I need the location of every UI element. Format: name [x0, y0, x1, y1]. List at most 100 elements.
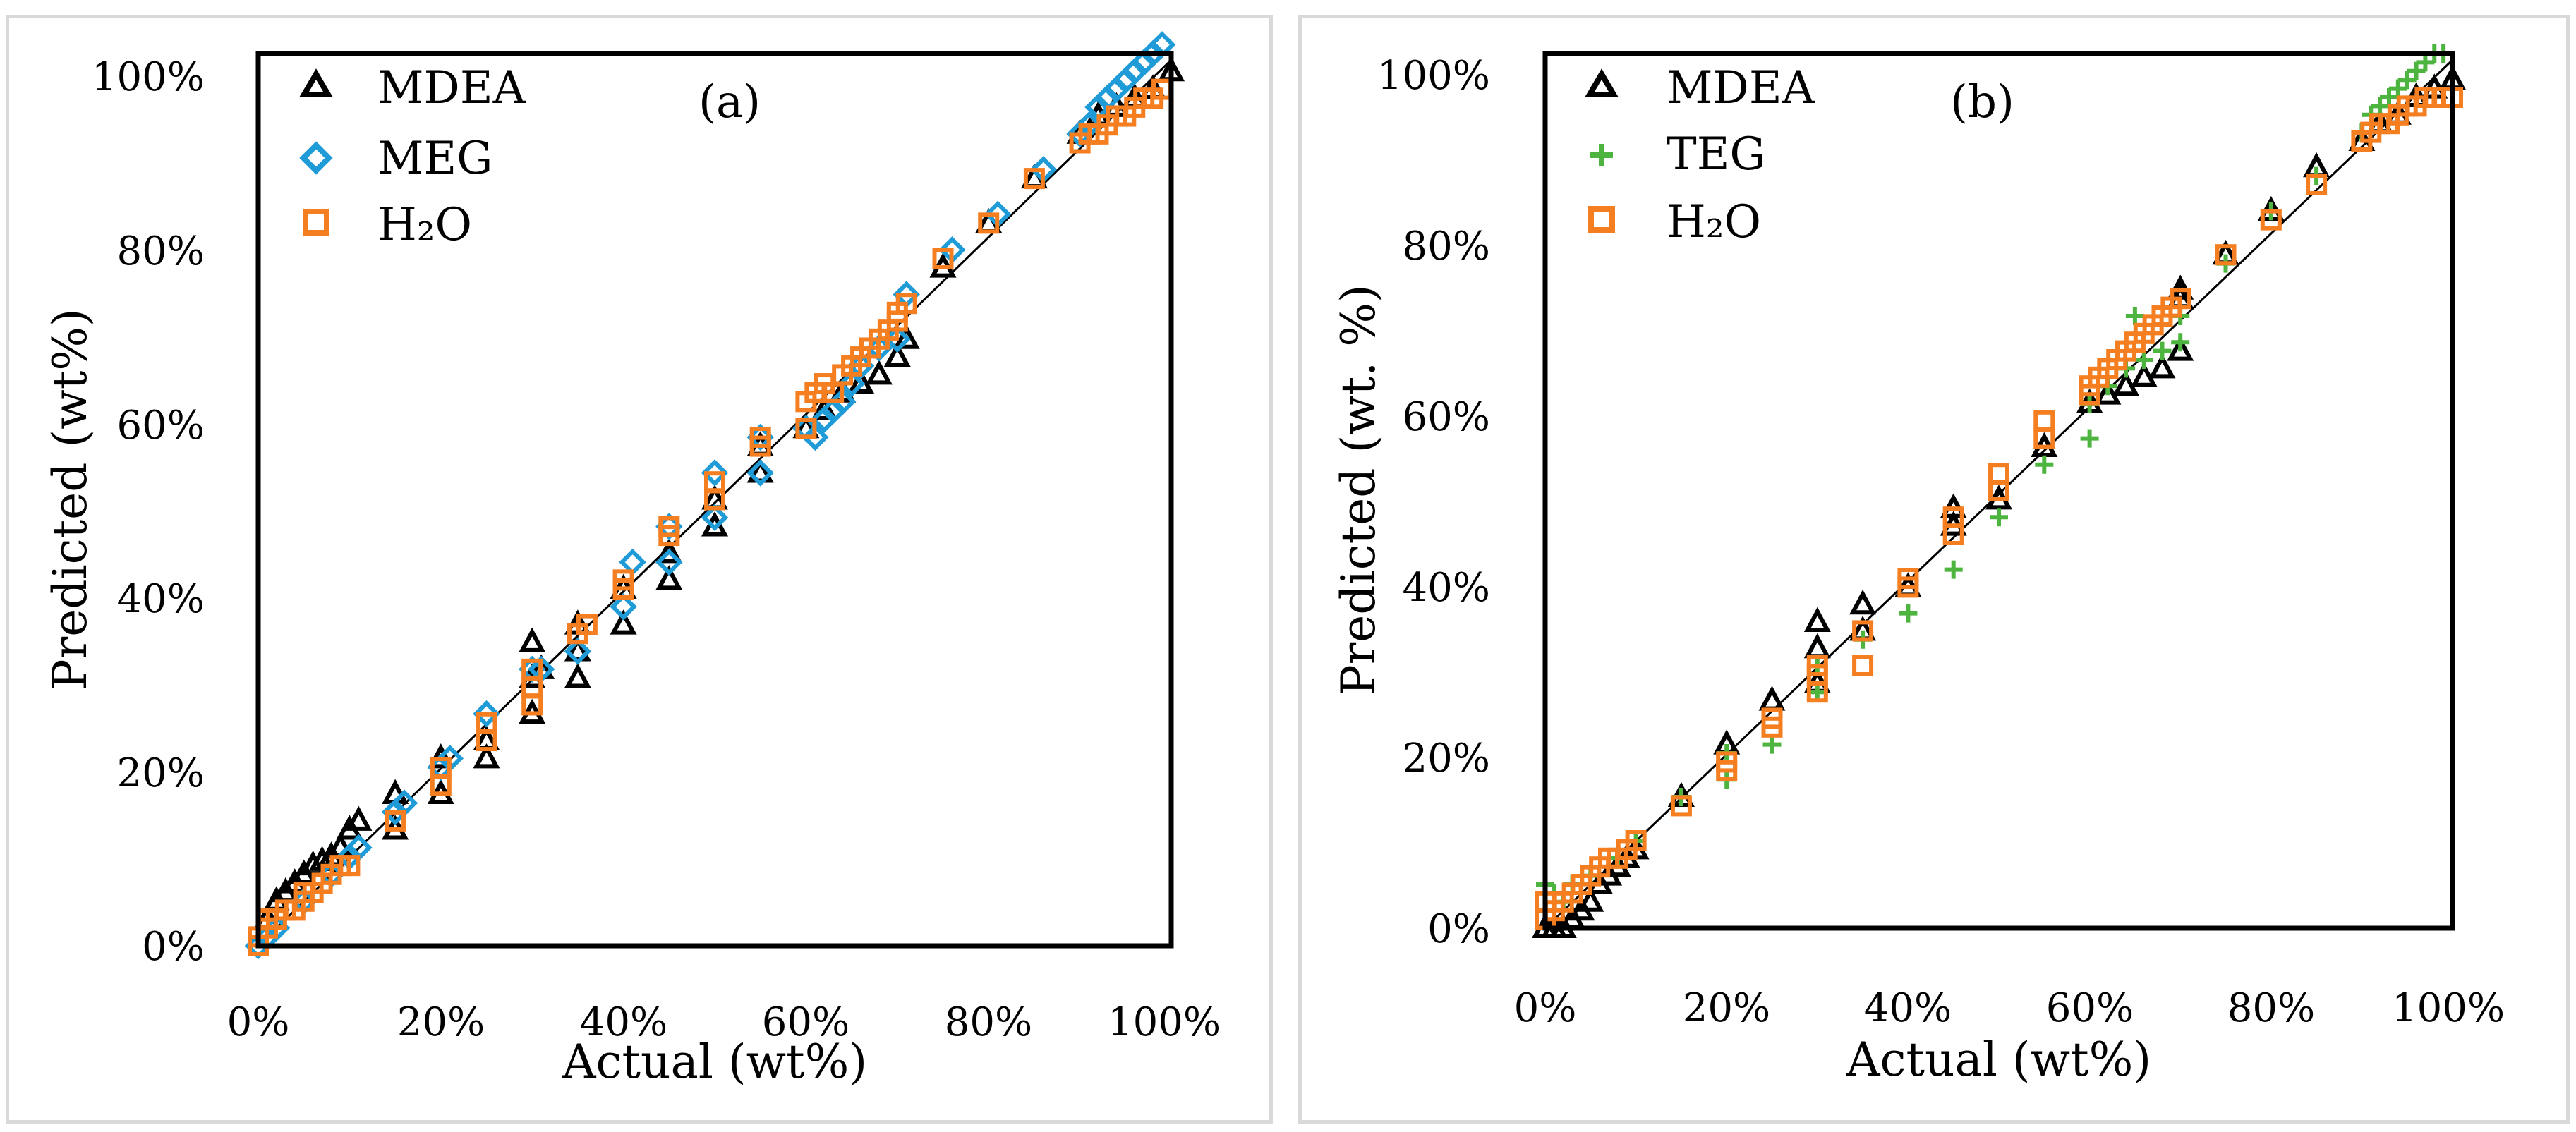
y-tick-label: 80%	[1403, 224, 1490, 269]
y-tick-label: 100%	[1377, 53, 1490, 99]
point-ho	[704, 471, 725, 493]
chart-b-y-axis-title: Predicted (wt. %)	[1331, 284, 1386, 695]
chart-b-y-ticks: 0% 20% 40% 60% 80% 100%	[1377, 53, 1490, 952]
chart-a-y-axis-title: Predicted (wt%)	[43, 308, 97, 690]
point-ho	[749, 426, 771, 448]
point-meg	[746, 459, 774, 487]
x-tick-label: 60%	[762, 999, 849, 1045]
point-mdea	[655, 538, 683, 564]
chart-b-x-ticks: 0% 20% 40% 60% 80% 100%	[1514, 985, 2505, 1031]
point-teg	[2035, 455, 2054, 474]
point-mdea	[893, 324, 920, 349]
y-tick-label: 100%	[92, 54, 205, 100]
point-teg	[2080, 429, 2099, 448]
chart-b-plot-area	[1542, 51, 2455, 931]
y-tick-label: 0%	[142, 924, 205, 970]
x-tick-label: 80%	[2227, 985, 2315, 1031]
point-meg	[811, 406, 838, 433]
point-meg	[802, 423, 829, 451]
point-meg	[828, 388, 857, 415]
legend-marker-h2o	[303, 209, 329, 236]
chart-a: 0% 20% 40% 60% 80% 100% 0% 20% 40% 60% 8…	[43, 31, 1221, 1089]
point-mdea	[1849, 589, 1877, 615]
point-meg	[610, 593, 637, 621]
point-teg	[2407, 61, 2426, 80]
x-tick-label: 100%	[2392, 985, 2505, 1031]
point-mdea	[1803, 607, 1831, 632]
point-ho	[1988, 463, 2009, 485]
point-ho	[2260, 209, 2282, 231]
x-tick-label: 0%	[227, 999, 290, 1045]
point-meg	[1139, 39, 1167, 68]
legend-label-mdea: MDEA	[377, 62, 526, 114]
point-teg	[1899, 604, 1918, 623]
legend-label-mdea: MDEA	[1667, 62, 1815, 114]
chart-b: 0% 20% 40% 60% 80% 100% 0% 20% 40% 60% 8…	[1331, 44, 2505, 1087]
point-meg	[1130, 49, 1158, 76]
point-teg	[1808, 683, 1827, 702]
point-mdea	[2112, 370, 2140, 396]
legend-marker-mdea	[1585, 68, 1619, 97]
point-ho	[2033, 410, 2055, 432]
point-ho	[978, 212, 1000, 234]
point-ho	[385, 810, 406, 832]
point-mdea	[883, 341, 911, 367]
point-meg	[1112, 66, 1139, 95]
legend-label-meg: MEG	[377, 133, 492, 185]
legend-label-teg: TEG	[1667, 128, 1766, 181]
point-ho	[1670, 795, 1692, 817]
y-tick-label: 60%	[1403, 394, 1490, 440]
point-meg	[655, 548, 683, 576]
point-meg	[381, 798, 409, 826]
point-meg	[1120, 58, 1149, 85]
point-ho	[2170, 288, 2191, 310]
x-tick-label: 40%	[580, 999, 667, 1045]
x-tick-label: 100%	[1108, 999, 1221, 1045]
chart-a-y-ticks: 0% 20% 40% 60% 80% 100%	[92, 54, 205, 970]
point-ho	[1852, 620, 1874, 642]
chart-a-points	[244, 31, 1185, 960]
point-mdea	[655, 565, 683, 590]
point-teg	[1944, 560, 1963, 579]
point-mdea	[2148, 353, 2176, 379]
point-mdea	[564, 663, 591, 688]
point-meg	[837, 370, 866, 398]
point-meg	[1103, 75, 1130, 103]
point-ho	[895, 293, 917, 315]
point-mdea	[2130, 362, 2158, 387]
point-ho	[612, 569, 634, 591]
x-tick-label: 20%	[1683, 985, 1770, 1031]
y-tick-label: 0%	[1427, 906, 1490, 952]
point-mdea	[1803, 633, 1831, 659]
point-ho	[1023, 168, 1045, 190]
point-meg	[883, 325, 912, 353]
point-teg	[2371, 97, 2390, 116]
point-mdea	[811, 395, 838, 420]
point-ho	[1852, 655, 1874, 676]
point-ho	[795, 418, 817, 439]
chart-a-x-axis-title: Actual (wt%)	[562, 1035, 867, 1089]
legend-marker-meg	[299, 141, 333, 175]
point-mdea	[2167, 336, 2194, 361]
legend-label-h2o: H₂O	[377, 199, 472, 251]
y-tick-label: 40%	[1403, 565, 1490, 611]
point-ho	[1716, 751, 1738, 773]
chart-b-reference-line	[1544, 59, 2454, 930]
point-teg	[2134, 351, 2153, 369]
x-tick-label: 60%	[2046, 985, 2134, 1031]
y-tick-label: 40%	[117, 576, 205, 622]
point-meg	[819, 396, 847, 425]
chart-b-points	[1531, 44, 2467, 938]
chart-a-plot-area	[255, 51, 1174, 949]
x-tick-label: 80%	[945, 999, 1032, 1045]
point-teg	[2153, 341, 2172, 360]
y-tick-label: 80%	[117, 229, 205, 274]
chart-b-legend: MDEA TEG H₂O	[1585, 62, 1815, 248]
y-tick-label: 60%	[117, 403, 205, 449]
point-mdea	[610, 609, 637, 635]
point-teg	[2416, 53, 2435, 72]
point-teg	[1990, 508, 2008, 527]
point-ho	[1897, 568, 1919, 589]
x-tick-label: 20%	[397, 999, 485, 1045]
